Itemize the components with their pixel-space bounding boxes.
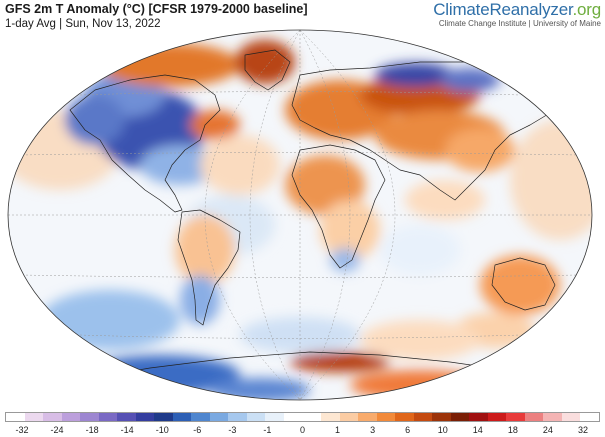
map-title: GFS 2m T Anomaly (°C) [CFSR 1979-2000 ba…	[5, 2, 308, 16]
legend-tick-label: -1	[263, 425, 272, 435]
legend-swatch	[172, 413, 192, 421]
graticule	[8, 30, 592, 400]
legend-swatch	[321, 413, 340, 421]
legend-swatch	[432, 413, 451, 421]
legend-ticks: -32 -24 -18 -14 -10 -6 -3 -1 0 1 3 6 10 14 18 24 32	[0, 425, 605, 437]
legend-swatch	[413, 413, 433, 421]
legend-swatch	[376, 413, 396, 421]
legend-tick-label: 24	[542, 425, 553, 435]
legend-tick-label: -10	[155, 425, 169, 435]
legend-swatch	[43, 413, 62, 421]
legend-swatch	[450, 413, 470, 421]
legend-tick-label: 3	[370, 425, 376, 435]
legend-tick-label: 10	[437, 425, 448, 435]
legend-swatch	[6, 413, 25, 421]
legend-tick-label: 14	[472, 425, 483, 435]
legend-tick-label: 18	[507, 425, 518, 435]
anomaly-field	[8, 40, 592, 400]
map-subtitle: 1-day Avg | Sun, Nov 13, 2022	[5, 18, 161, 30]
legend-swatch	[61, 413, 81, 421]
legend-swatch	[395, 413, 414, 421]
legend-tick-label: 6	[405, 425, 411, 435]
legend-swatch	[228, 413, 247, 421]
legend-swatch	[339, 413, 359, 421]
legend-swatch	[561, 413, 581, 421]
legend-swatch	[469, 413, 488, 421]
legend-swatch	[358, 413, 377, 421]
legend-tick-label: 32	[577, 425, 589, 435]
legend-swatch	[98, 413, 118, 421]
legend-tick-label: -18	[85, 425, 99, 435]
legend-swatch	[302, 413, 322, 421]
legend-tick-label: -6	[193, 425, 202, 435]
legend-swatch	[24, 413, 44, 421]
brand-logo[interactable]: ClimateReanalyzer.org Climate Change Ins…	[433, 0, 601, 28]
legend-swatch	[265, 413, 284, 421]
color-legend	[5, 412, 600, 422]
legend-swatch	[487, 413, 507, 421]
globe-border	[7, 29, 593, 401]
legend-tick-label: -32	[15, 425, 29, 435]
legend-tick-label: 1	[335, 425, 341, 435]
legend-swatch	[117, 413, 136, 421]
brand-name: ClimateReanalyzer	[433, 0, 573, 19]
legend-swatch	[191, 413, 210, 421]
legend-swatch	[209, 413, 229, 421]
legend-swatch	[283, 413, 303, 421]
brand-tagline: Climate Change Institute | University of…	[438, 19, 601, 28]
brand-tld: .org	[572, 0, 602, 19]
legend-tick-label: -3	[228, 425, 237, 435]
legend-tick-label: 0	[299, 425, 306, 435]
legend-swatch	[580, 413, 599, 421]
legend-swatch	[543, 413, 562, 421]
legend-tick-label: -14	[120, 425, 134, 435]
legend-swatch	[154, 413, 173, 421]
legend-swatch	[246, 413, 266, 421]
legend-swatch	[524, 413, 544, 421]
legend-swatch	[80, 413, 99, 421]
legend-swatch	[506, 413, 525, 421]
legend-swatch	[135, 413, 155, 421]
legend-tick-label: -24	[50, 425, 64, 435]
